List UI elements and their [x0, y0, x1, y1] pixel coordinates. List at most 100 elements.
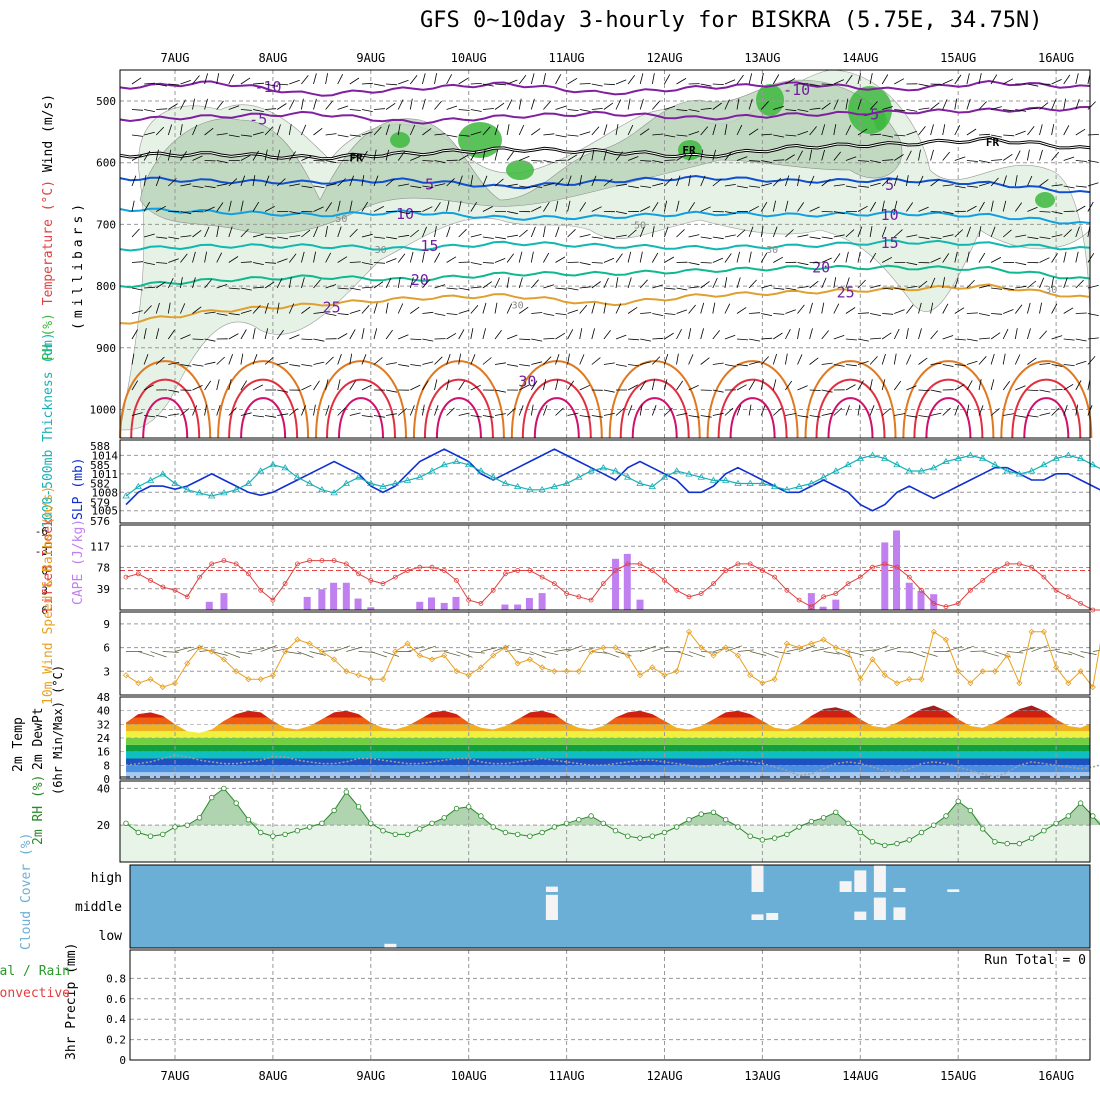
temp-tick-label: 40 [97, 705, 110, 718]
wind-barb [228, 287, 240, 290]
wind-barb [434, 202, 441, 212]
wind-barb [1002, 175, 1007, 187]
cloud-block [893, 907, 906, 920]
wind-barb [422, 160, 434, 162]
wind-barb [531, 361, 543, 365]
isotherm-dome [240, 397, 287, 439]
lifted-index-point [698, 591, 704, 596]
wind-barb [1039, 412, 1051, 416]
wind10-point [1089, 684, 1096, 691]
wind-barb [530, 73, 535, 85]
wind10-point [220, 656, 228, 663]
rh2m-point [698, 811, 704, 817]
wind10-barb [517, 651, 534, 656]
rh-70-region [756, 84, 784, 116]
thickness-point [881, 454, 889, 461]
precip-total-label: Total / Rain [0, 964, 70, 979]
wind-barb [313, 185, 325, 188]
thickness-point [1040, 460, 1048, 468]
wind-barb [155, 149, 159, 161]
wind-barb [434, 73, 437, 85]
thickness-point [550, 482, 559, 490]
wind-barb [651, 100, 660, 110]
lifted-index-point [882, 561, 888, 567]
wind-barb [603, 389, 615, 393]
wind-barb [881, 353, 886, 365]
wind10-point [453, 668, 460, 675]
upper-air-ylabel-part: Wind (m/s) [41, 94, 56, 172]
wind-barb [1014, 175, 1018, 187]
wind-barb [978, 160, 990, 163]
wind-barb [809, 328, 813, 340]
wind-barb [288, 99, 295, 110]
wind-barb [845, 125, 852, 136]
wind-barb [1063, 383, 1074, 391]
wind-barb [894, 229, 903, 238]
wind-barb [506, 99, 513, 110]
wind10-point [1016, 680, 1023, 687]
wind-barb [216, 356, 225, 365]
wind-barb [543, 100, 551, 110]
wind-barb [869, 405, 875, 416]
wind10-point [331, 656, 338, 663]
wind-barb [518, 229, 528, 238]
thickness-point [611, 467, 620, 474]
wind-barb [579, 109, 591, 112]
wind-barb [676, 175, 681, 187]
wind-barb [785, 353, 788, 365]
wind-barb [131, 353, 135, 365]
thickness-point [783, 485, 791, 493]
wind-barb [131, 200, 135, 212]
wind-barb [748, 404, 752, 416]
wind-barb [373, 149, 377, 161]
wind-barb [530, 98, 535, 110]
dewpoint-line [125, 754, 1100, 779]
wind-barb [773, 177, 782, 187]
isotherm-dome [1023, 397, 1070, 439]
wind-barb [386, 362, 397, 365]
wind-barb [458, 175, 463, 187]
wind-barb [482, 328, 486, 340]
wind-barb [482, 149, 486, 161]
wind-barb [446, 74, 453, 85]
wind-barb [1027, 280, 1037, 289]
wind-barb [531, 128, 541, 136]
wind-barb [325, 160, 337, 164]
wind-barb [422, 226, 427, 238]
wind-barb [192, 229, 202, 238]
wind-barb [1063, 98, 1066, 110]
wind-barb [712, 277, 718, 289]
wind-barb [386, 83, 398, 86]
wind-barb [688, 175, 691, 187]
wind-barb [845, 338, 857, 341]
wind-barb [325, 379, 329, 391]
wind10-point [893, 680, 901, 687]
thickness-point [146, 476, 155, 483]
thickness-point [624, 473, 632, 480]
wind-barb [833, 407, 843, 416]
rh2m-point [551, 824, 558, 830]
wind-barb [603, 149, 607, 161]
wind-barb [918, 126, 926, 136]
wind-barb [869, 356, 878, 365]
wind-barb [797, 385, 808, 391]
wind-barb [1003, 287, 1015, 291]
wind-barb [736, 384, 747, 391]
temp-band [126, 765, 1090, 773]
wind10-barb [431, 650, 449, 652]
wind-barb [567, 229, 576, 238]
wind-barb [567, 309, 579, 314]
wind-barb [361, 328, 365, 340]
wind-barb [809, 175, 815, 187]
wind-barb [821, 178, 831, 187]
rh2m-point [857, 829, 863, 836]
wind-barb [228, 178, 238, 187]
wind-barb [325, 202, 333, 212]
thickness-slp-frame [119, 439, 1091, 524]
wind-barb [228, 379, 232, 391]
wind10-point [600, 644, 607, 651]
wind10-barb [713, 646, 730, 652]
wind10-point [832, 644, 839, 651]
wind-barb [1015, 385, 1026, 391]
wind-barb [845, 277, 850, 289]
